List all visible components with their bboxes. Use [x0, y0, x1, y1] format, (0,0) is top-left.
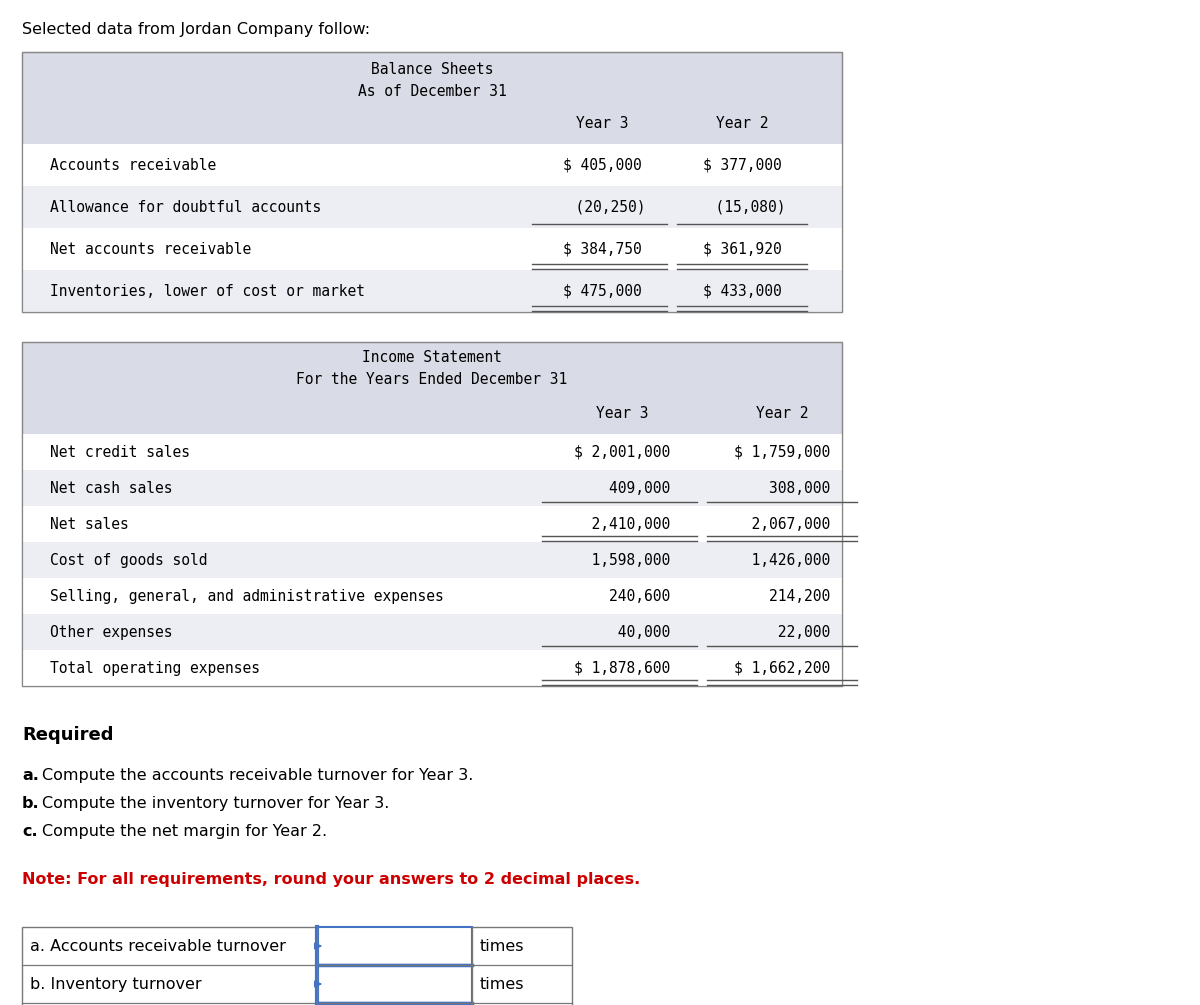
Bar [22, 342, 842, 434]
Text: Year 2: Year 2 [756, 406, 809, 421]
Text: $ 384,750: $ 384,750 [563, 241, 641, 256]
Bar [22, 342, 842, 686]
Text: 240,600: 240,600 [574, 589, 670, 603]
Text: 2,067,000: 2,067,000 [734, 517, 830, 532]
Text: Net cash sales: Net cash sales [50, 480, 173, 495]
Text: As of December 31: As of December 31 [358, 84, 506, 99]
Text: Year 3: Year 3 [595, 406, 648, 421]
Bar [22, 52, 842, 312]
Bar [22, 434, 842, 470]
Text: $ 377,000: $ 377,000 [703, 158, 781, 173]
Text: Compute the inventory turnover for Year 3.: Compute the inventory turnover for Year … [42, 796, 389, 811]
Text: a.: a. [22, 768, 38, 783]
Bar [22, 506, 842, 542]
Bar [22, 52, 842, 144]
Bar [317, 927, 472, 965]
Text: Compute the accounts receivable turnover for Year 3.: Compute the accounts receivable turnover… [42, 768, 473, 783]
Text: b. Inventory turnover: b. Inventory turnover [30, 977, 202, 992]
Text: Net accounts receivable: Net accounts receivable [50, 241, 251, 256]
Text: $ 361,920: $ 361,920 [703, 241, 781, 256]
Text: Allowance for doubtful accounts: Allowance for doubtful accounts [50, 200, 322, 214]
Text: Inventories, lower of cost or market: Inventories, lower of cost or market [50, 283, 365, 298]
Text: Balance Sheets: Balance Sheets [371, 62, 493, 77]
Text: Required: Required [22, 726, 114, 744]
Text: Year 3: Year 3 [576, 116, 629, 131]
Text: times: times [480, 977, 524, 992]
Text: 40,000: 40,000 [574, 624, 670, 639]
Bar [22, 186, 842, 228]
Text: Net sales: Net sales [50, 517, 128, 532]
Text: 2,410,000: 2,410,000 [574, 517, 670, 532]
Text: $ 2,001,000: $ 2,001,000 [574, 444, 670, 459]
Bar [22, 228, 842, 270]
Text: (15,080): (15,080) [698, 200, 786, 214]
Text: Note: For all requirements, round your answers to 2 decimal places.: Note: For all requirements, round your a… [22, 872, 641, 887]
Text: Income Statement: Income Statement [362, 350, 502, 365]
Text: 1,598,000: 1,598,000 [574, 553, 670, 568]
Bar [22, 342, 842, 686]
Bar [22, 144, 842, 186]
Text: 308,000: 308,000 [734, 480, 830, 495]
Text: Total operating expenses: Total operating expenses [50, 660, 260, 675]
Text: times: times [480, 939, 524, 954]
Text: $ 405,000: $ 405,000 [563, 158, 641, 173]
Bar [317, 965, 472, 1003]
Text: $ 1,759,000: $ 1,759,000 [734, 444, 830, 459]
Bar [22, 542, 842, 578]
Bar [317, 1003, 472, 1005]
Text: $ 1,662,200: $ 1,662,200 [734, 660, 830, 675]
Bar [22, 650, 842, 686]
Text: $ 475,000: $ 475,000 [563, 283, 641, 298]
Bar [22, 578, 842, 614]
Text: Selected data from Jordan Company follow:: Selected data from Jordan Company follow… [22, 22, 370, 37]
Text: Selling, general, and administrative expenses: Selling, general, and administrative exp… [50, 589, 444, 603]
Text: 22,000: 22,000 [734, 624, 830, 639]
Text: Cost of goods sold: Cost of goods sold [50, 553, 208, 568]
Text: 214,200: 214,200 [734, 589, 830, 603]
Bar [22, 470, 842, 506]
Text: Compute the net margin for Year 2.: Compute the net margin for Year 2. [42, 824, 328, 839]
Text: Accounts receivable: Accounts receivable [50, 158, 216, 173]
Text: Other expenses: Other expenses [50, 624, 173, 639]
Text: (20,250): (20,250) [558, 200, 646, 214]
Text: b.: b. [22, 796, 40, 811]
Text: Net credit sales: Net credit sales [50, 444, 190, 459]
Text: 409,000: 409,000 [574, 480, 670, 495]
Text: a. Accounts receivable turnover: a. Accounts receivable turnover [30, 939, 286, 954]
Text: $ 433,000: $ 433,000 [703, 283, 781, 298]
Bar [22, 52, 842, 312]
Text: c.: c. [22, 824, 37, 839]
Bar [22, 614, 842, 650]
Bar [22, 927, 572, 1005]
Text: For the Years Ended December 31: For the Years Ended December 31 [296, 372, 568, 387]
Text: Year 2: Year 2 [715, 116, 768, 131]
Bar [22, 270, 842, 312]
Text: 1,426,000: 1,426,000 [734, 553, 830, 568]
Text: $ 1,878,600: $ 1,878,600 [574, 660, 670, 675]
